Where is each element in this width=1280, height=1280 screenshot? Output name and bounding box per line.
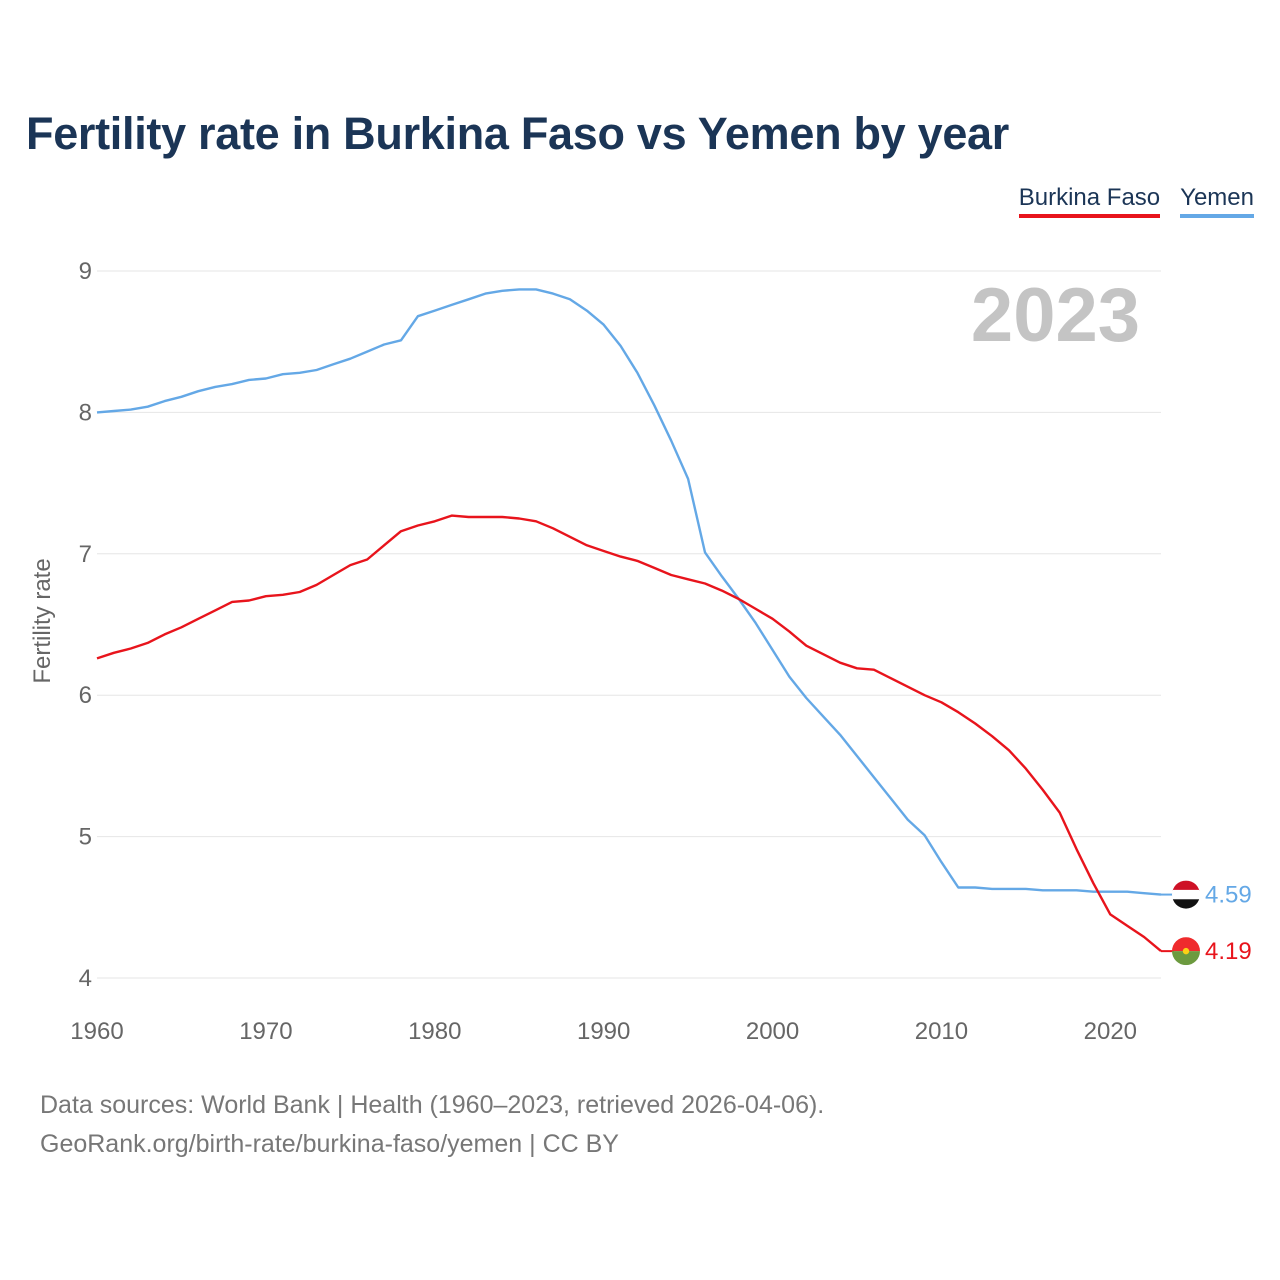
chart-title: Fertility rate in Burkina Faso vs Yemen … (26, 108, 1009, 159)
footer-source: Data sources: World Bank | Health (1960–… (40, 1091, 825, 1119)
x-tick-label: 1960 (70, 1018, 123, 1045)
x-tick-label: 2020 (1084, 1018, 1137, 1045)
legend-item-yemen[interactable]: Yemen (1180, 184, 1254, 218)
x-tick-label: 1970 (239, 1018, 292, 1045)
x-tick-label: 1980 (408, 1018, 461, 1045)
y-tick-label: 6 (79, 682, 92, 709)
x-tick-label: 1990 (577, 1018, 630, 1045)
gridlines (97, 270, 1161, 979)
y-tick-label: 8 (79, 399, 92, 426)
end-value-label: 4.59 (1205, 882, 1252, 909)
y-axis-ticks: 4 5 6 7 8 9 (79, 258, 92, 992)
series-line-yemen (96, 288, 1162, 896)
x-tick-label: 2000 (746, 1018, 799, 1045)
year-marker: 2023 (971, 273, 1140, 358)
y-tick-label: 5 (79, 824, 92, 851)
series-line-burkina-faso (96, 514, 1162, 953)
footer-credit: GeoRank.org/birth-rate/burkina-faso/yeme… (40, 1130, 619, 1158)
y-tick-label: 7 (79, 541, 92, 568)
yemen-flag-icon (1172, 880, 1200, 909)
burkina-faso-flag-icon (1172, 937, 1200, 966)
x-axis-ticks: 1960 1970 1980 1990 2000 2010 2020 (70, 1018, 1137, 1045)
end-markers: 4.59 4.19 (1161, 880, 1252, 966)
legend-item-burkina-faso[interactable]: Burkina Faso (1018, 184, 1161, 218)
footer: Data sources: World Bank | Health (1960–… (40, 1086, 824, 1164)
x-tick-label: 2010 (915, 1018, 968, 1045)
end-marker-yemen: 4.59 (1161, 880, 1252, 909)
y-axis-label: Fertility rate (29, 558, 56, 683)
series-lines (96, 288, 1162, 953)
legend: Burkina Faso Yemen (1018, 184, 1254, 218)
y-tick-label: 9 (79, 258, 92, 285)
end-value-label: 4.19 (1205, 938, 1252, 965)
end-marker-burkina-faso: 4.19 (1161, 937, 1252, 966)
y-tick-label: 4 (79, 965, 92, 992)
